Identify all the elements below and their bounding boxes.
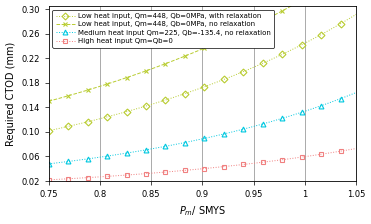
Legend: Low heat input, Qm=448, Qb=0MPa, with relaxation, Low heat input, Qm=448, Qb=0MP: Low heat input, Qm=448, Qb=0MPa, with re… <box>52 9 274 48</box>
Low heat input, Qm=448, Qb=0MPa, no relaxation <box>257 22 261 24</box>
Medium heat input Qm=225, Qb=-135.4, no relaxation <box>46 163 51 165</box>
Medium heat input Qm=225, Qb=-135.4, no relaxation <box>319 104 324 107</box>
Line: High heat input Qm=Qb=0: High heat input Qm=Qb=0 <box>46 146 359 182</box>
Low heat input, Qm=448, Qb=0MPa, with relaxation <box>319 33 324 36</box>
Medium heat input Qm=225, Qb=-135.4, no relaxation <box>183 141 187 144</box>
Low heat input, Qm=448, Qb=0MPa, with relaxation <box>183 92 187 95</box>
Medium heat input Qm=225, Qb=-135.4, no relaxation <box>245 127 249 129</box>
Line: Medium heat input Qm=225, Qb=-135.4, no relaxation: Medium heat input Qm=225, Qb=-135.4, no … <box>46 90 359 166</box>
Medium heat input Qm=225, Qb=-135.4, no relaxation <box>257 124 261 126</box>
High heat input Qm=Qb=0 <box>319 153 324 155</box>
Low heat input, Qm=448, Qb=0MPa, with relaxation <box>229 75 234 78</box>
Low heat input, Qm=448, Qb=0MPa, with relaxation <box>354 13 358 16</box>
Medium heat input Qm=225, Qb=-135.4, no relaxation <box>354 91 358 94</box>
High heat input Qm=Qb=0 <box>233 164 238 167</box>
High heat input Qm=Qb=0 <box>257 161 261 164</box>
Low heat input, Qm=448, Qb=0MPa, with relaxation <box>233 73 238 76</box>
Low heat input, Qm=448, Qb=0MPa, no relaxation <box>233 33 238 36</box>
Low heat input, Qm=448, Qb=0MPa, no relaxation <box>183 55 187 57</box>
Medium heat input Qm=225, Qb=-135.4, no relaxation <box>229 131 234 134</box>
Low heat input, Qm=448, Qb=0MPa, no relaxation <box>46 100 51 103</box>
High heat input Qm=Qb=0 <box>245 163 249 165</box>
High heat input Qm=Qb=0 <box>354 147 358 150</box>
Low heat input, Qm=448, Qb=0MPa, with relaxation <box>245 69 249 71</box>
Y-axis label: Required CTOD (mm): Required CTOD (mm) <box>6 41 16 146</box>
Line: Low heat input, Qm=448, Qb=0MPa, with relaxation: Low heat input, Qm=448, Qb=0MPa, with re… <box>46 12 359 133</box>
X-axis label: $P_m$/ SMYS: $P_m$/ SMYS <box>179 205 226 218</box>
Low heat input, Qm=448, Qb=0MPa, with relaxation <box>46 129 51 132</box>
High heat input Qm=Qb=0 <box>46 179 51 181</box>
Low heat input, Qm=448, Qb=0MPa, no relaxation <box>229 35 234 37</box>
Low heat input, Qm=448, Qb=0MPa, no relaxation <box>245 27 249 30</box>
High heat input Qm=Qb=0 <box>183 169 187 172</box>
Low heat input, Qm=448, Qb=0MPa, with relaxation <box>257 64 261 66</box>
Medium heat input Qm=225, Qb=-135.4, no relaxation <box>233 130 238 132</box>
Line: Low heat input, Qm=448, Qb=0MPa, no relaxation: Low heat input, Qm=448, Qb=0MPa, no rela… <box>46 0 359 104</box>
High heat input Qm=Qb=0 <box>229 164 234 167</box>
